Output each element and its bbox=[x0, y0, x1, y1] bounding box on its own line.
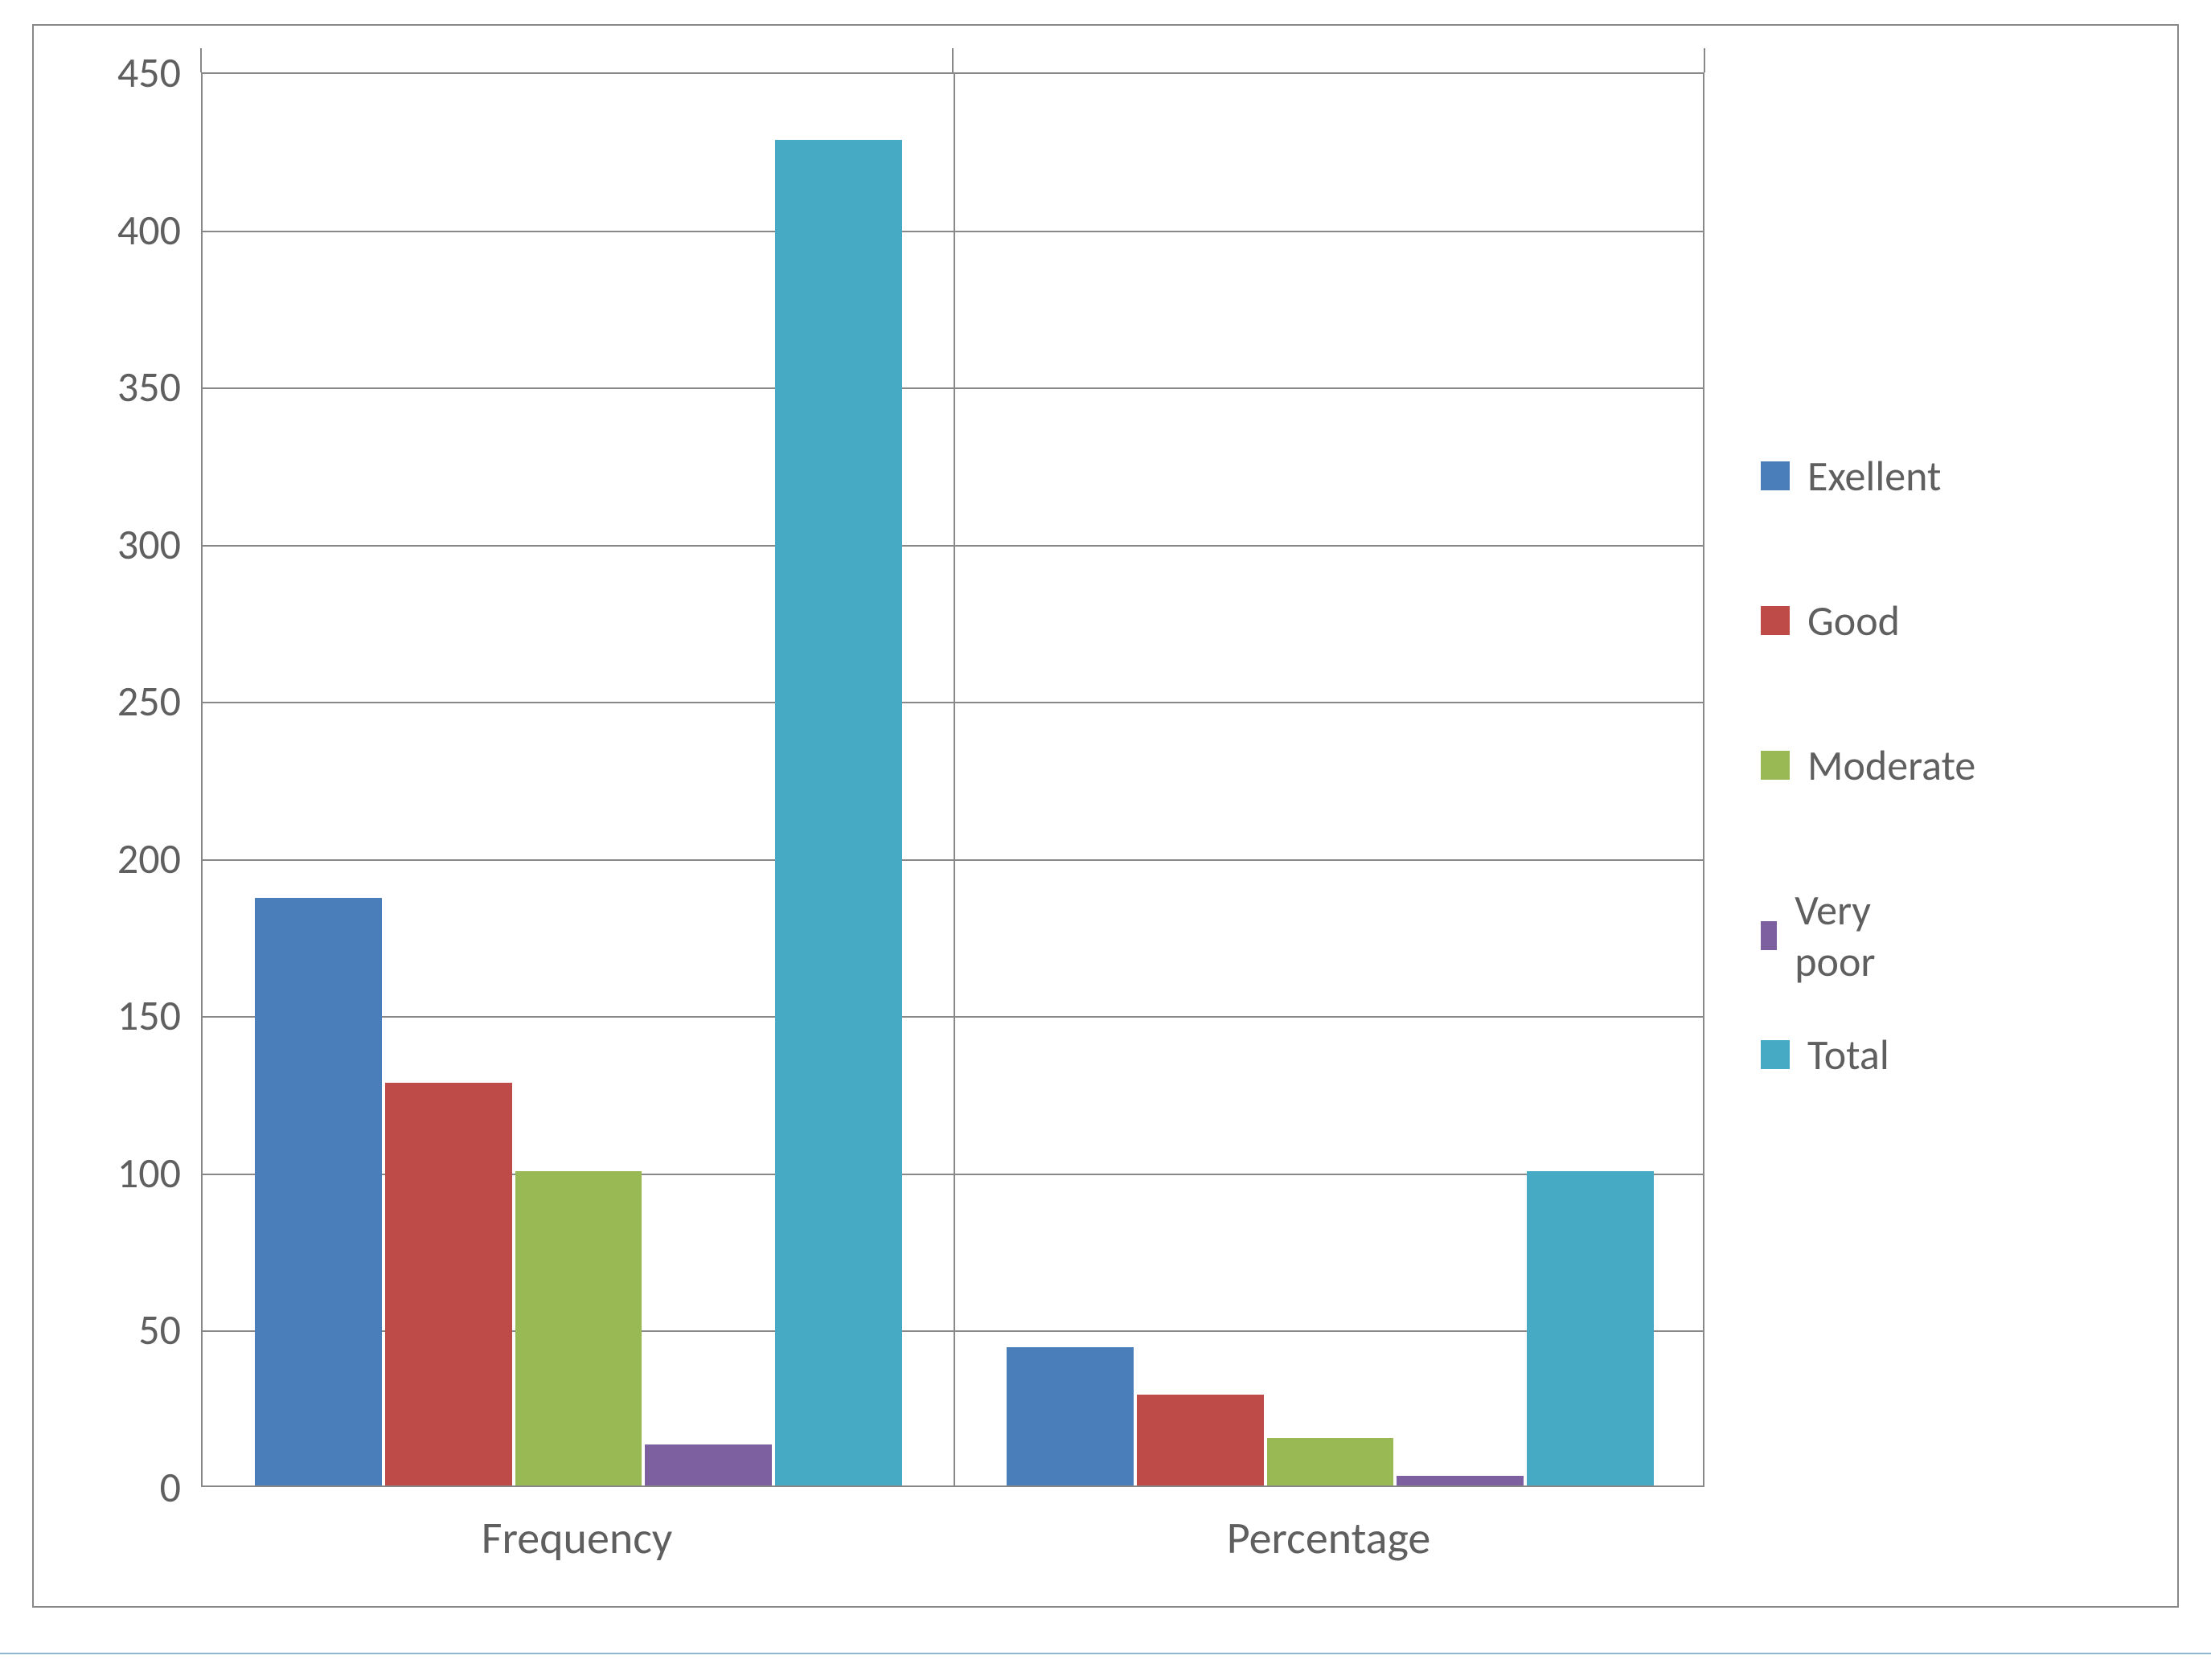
y-tick-label: 450 bbox=[0, 47, 181, 98]
y-tick-label: 300 bbox=[0, 518, 181, 570]
gridline bbox=[203, 231, 1703, 232]
legend-item: Good bbox=[1761, 595, 1900, 646]
gridline bbox=[203, 387, 1703, 389]
legend-swatch bbox=[1761, 751, 1790, 780]
plot-area bbox=[201, 72, 1704, 1487]
bar bbox=[1267, 1438, 1394, 1485]
y-tick-label: 0 bbox=[0, 1461, 181, 1513]
top-tick bbox=[952, 48, 954, 72]
legend-item: Very poor bbox=[1761, 884, 1888, 987]
y-tick-label: 200 bbox=[0, 833, 181, 884]
gridline bbox=[203, 545, 1703, 547]
legend-label: Exellent bbox=[1807, 450, 1941, 502]
bar bbox=[515, 1171, 642, 1485]
legend-item: Total bbox=[1761, 1029, 1889, 1080]
legend-label: Moderate bbox=[1807, 740, 1975, 791]
gridline bbox=[203, 702, 1703, 703]
y-tick-label: 150 bbox=[0, 990, 181, 1041]
legend-swatch bbox=[1761, 1040, 1790, 1069]
gridline bbox=[203, 859, 1703, 861]
legend-label: Total bbox=[1807, 1029, 1889, 1080]
y-tick-label: 400 bbox=[0, 204, 181, 256]
y-tick-label: 50 bbox=[0, 1304, 181, 1355]
bar bbox=[645, 1444, 772, 1485]
gridline bbox=[203, 1016, 1703, 1018]
bar bbox=[1007, 1347, 1134, 1485]
x-tick-label: Frequency bbox=[482, 1511, 673, 1566]
top-tick bbox=[1704, 48, 1705, 72]
bar bbox=[1527, 1171, 1654, 1485]
bar bbox=[775, 140, 902, 1485]
top-tick bbox=[200, 48, 202, 72]
legend-item: Exellent bbox=[1761, 450, 1941, 502]
bar bbox=[1397, 1476, 1524, 1485]
bottom-rule bbox=[0, 1653, 2211, 1654]
x-tick-label: Percentage bbox=[1227, 1511, 1430, 1566]
y-tick-label: 350 bbox=[0, 361, 181, 412]
legend-swatch bbox=[1761, 461, 1790, 490]
bar bbox=[1137, 1395, 1264, 1485]
y-tick-label: 250 bbox=[0, 675, 181, 727]
legend-item: Moderate bbox=[1761, 740, 1975, 791]
group-separator bbox=[954, 74, 955, 1485]
legend-swatch bbox=[1761, 921, 1777, 950]
bar bbox=[255, 898, 382, 1485]
bar bbox=[385, 1083, 512, 1485]
y-tick-label: 100 bbox=[0, 1147, 181, 1199]
legend-label: Good bbox=[1807, 595, 1900, 646]
legend-swatch bbox=[1761, 606, 1790, 635]
legend-label: Very poor bbox=[1795, 884, 1888, 987]
